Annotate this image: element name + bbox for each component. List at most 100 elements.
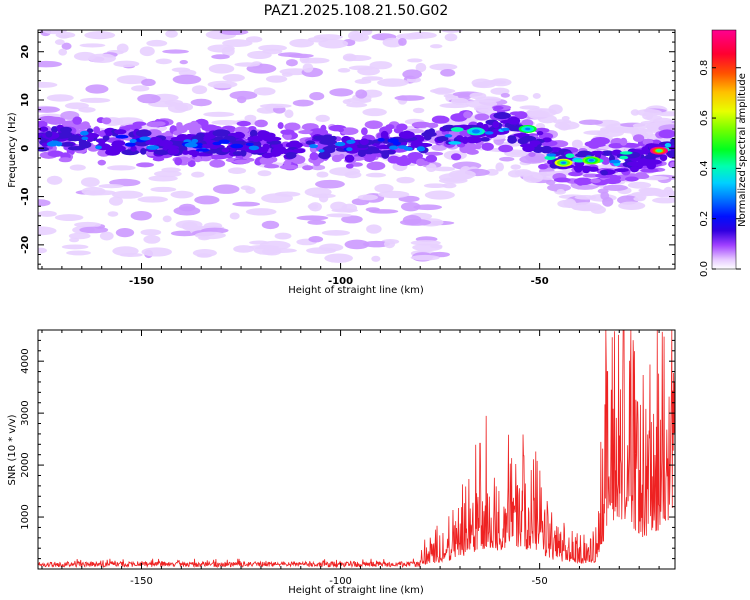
- heatmap-cell: [257, 170, 272, 177]
- heatmap-cell: [399, 219, 432, 226]
- heatmap-cell: [80, 130, 89, 136]
- heatmap-cell: [131, 85, 150, 92]
- heatmap-cell: [538, 163, 549, 170]
- heatmap-cell: [69, 164, 86, 171]
- heatmap-cell: [135, 129, 152, 137]
- heatmap-cell: [638, 187, 663, 193]
- heatmap-cell: [157, 140, 174, 147]
- heatmap-cell: [81, 121, 90, 128]
- heatmap-cell: [346, 102, 368, 108]
- heatmap-cell: [441, 30, 463, 33]
- heatmap-cell: [365, 172, 387, 178]
- colorbar-tick-label: 0.4: [699, 160, 710, 176]
- heatmap-cell: [603, 184, 628, 191]
- heatmap-cell: [653, 117, 673, 124]
- heatmap-cell: [259, 103, 292, 109]
- heatmap-cell: [116, 43, 129, 53]
- heatmap-cell: [366, 149, 382, 154]
- snr-plot-area: [38, 330, 675, 569]
- heatmap-cell: [547, 183, 572, 192]
- heatmap-cell: [191, 138, 199, 143]
- heatmap-cell: [261, 193, 294, 204]
- heatmap-cell: [307, 36, 329, 43]
- heatmap-cell: [211, 154, 229, 160]
- heatmap-cell: [201, 124, 219, 132]
- heatmap-cell: [191, 171, 205, 178]
- heatmap-cell: [381, 151, 390, 159]
- heatmap-cell: [645, 159, 662, 165]
- heatmap-cell: [440, 68, 456, 77]
- heatmap-cell: [38, 81, 58, 88]
- heatmap-cell: [499, 145, 510, 151]
- colorbar-tick-label: 0.6: [699, 110, 710, 126]
- heatmap-cell: [240, 185, 252, 191]
- heatmap-cell: [227, 167, 247, 174]
- heatmap-cell: [355, 89, 368, 99]
- heatmap-cell: [66, 250, 92, 256]
- heatmap-cell: [296, 215, 329, 221]
- heatmap-cell: [511, 94, 529, 102]
- heatmap-cell: [493, 112, 511, 120]
- heatmap-cell: [574, 195, 597, 200]
- heatmap-cell: [471, 78, 492, 88]
- heatmap-cell: [514, 169, 533, 177]
- heatmap-cell: [316, 171, 329, 178]
- heatmap-cell: [284, 109, 294, 119]
- heatmap-cell: [396, 123, 408, 131]
- heatmap-cell: [423, 183, 447, 189]
- heatmap-cell: [259, 156, 274, 165]
- heatmap-cell: [172, 74, 202, 85]
- heatmap-cell: [448, 141, 462, 145]
- heatmap-cell: [101, 117, 112, 125]
- heatmap-cell: [583, 130, 610, 136]
- heatmap-cell: [600, 150, 614, 156]
- heatmap-cell: [431, 144, 447, 152]
- heatmap-cell: [88, 53, 117, 64]
- heatmap-cell: [141, 78, 156, 87]
- heatmap-cell: [70, 134, 81, 142]
- heatmap-cell: [106, 165, 136, 171]
- heatmap-cell: [146, 145, 160, 150]
- heatmap-cell: [424, 129, 434, 136]
- heatmap-peak: [561, 161, 567, 164]
- heatmap-cell: [139, 46, 155, 57]
- heatmap-cell: [553, 177, 571, 183]
- heatmap-cell: [47, 150, 64, 157]
- heatmap-cell: [540, 145, 553, 154]
- heatmap-cell: [85, 84, 109, 94]
- heatmap-cell: [274, 232, 292, 240]
- heatmap-cell: [129, 138, 137, 144]
- heatmap-cell: [54, 39, 65, 45]
- heatmap-cell: [315, 179, 345, 189]
- heatmap-cell: [212, 184, 240, 194]
- heatmap-peak: [588, 159, 594, 162]
- heatmap-cell: [84, 31, 116, 40]
- heatmap-cell: [309, 152, 319, 161]
- heatmap-cell: [318, 243, 344, 252]
- heatmap-cell: [395, 157, 412, 167]
- heatmap-cell: [444, 134, 453, 138]
- heatmap-cell: [52, 21, 79, 30]
- heatmap-cell: [229, 90, 258, 100]
- heatmap-cell: [54, 214, 84, 222]
- heatmap-cell: [315, 114, 330, 123]
- heatmap-cell: [97, 159, 106, 166]
- heatmap-cell: [318, 193, 329, 203]
- heatmap-cell: [329, 88, 354, 97]
- heatmap-cell: [492, 121, 500, 129]
- heatmap-cell: [211, 54, 230, 60]
- heatmap-cell: [162, 215, 172, 223]
- heatmap-cell: [152, 156, 165, 162]
- heatmap-cell: [265, 136, 282, 142]
- heatmap-cell: [95, 145, 102, 150]
- heatmap-cell: [357, 149, 366, 157]
- heatmap-cell: [308, 236, 324, 243]
- colorbar-tick-label: 0.0: [699, 261, 710, 277]
- x-tick-label: -100: [328, 276, 353, 287]
- snr-series-line: [38, 330, 675, 569]
- heatmap-cell: [361, 76, 383, 81]
- heatmap-cell: [605, 126, 626, 133]
- heatmap-cell: [507, 116, 521, 125]
- heatmap-cell: [222, 39, 253, 47]
